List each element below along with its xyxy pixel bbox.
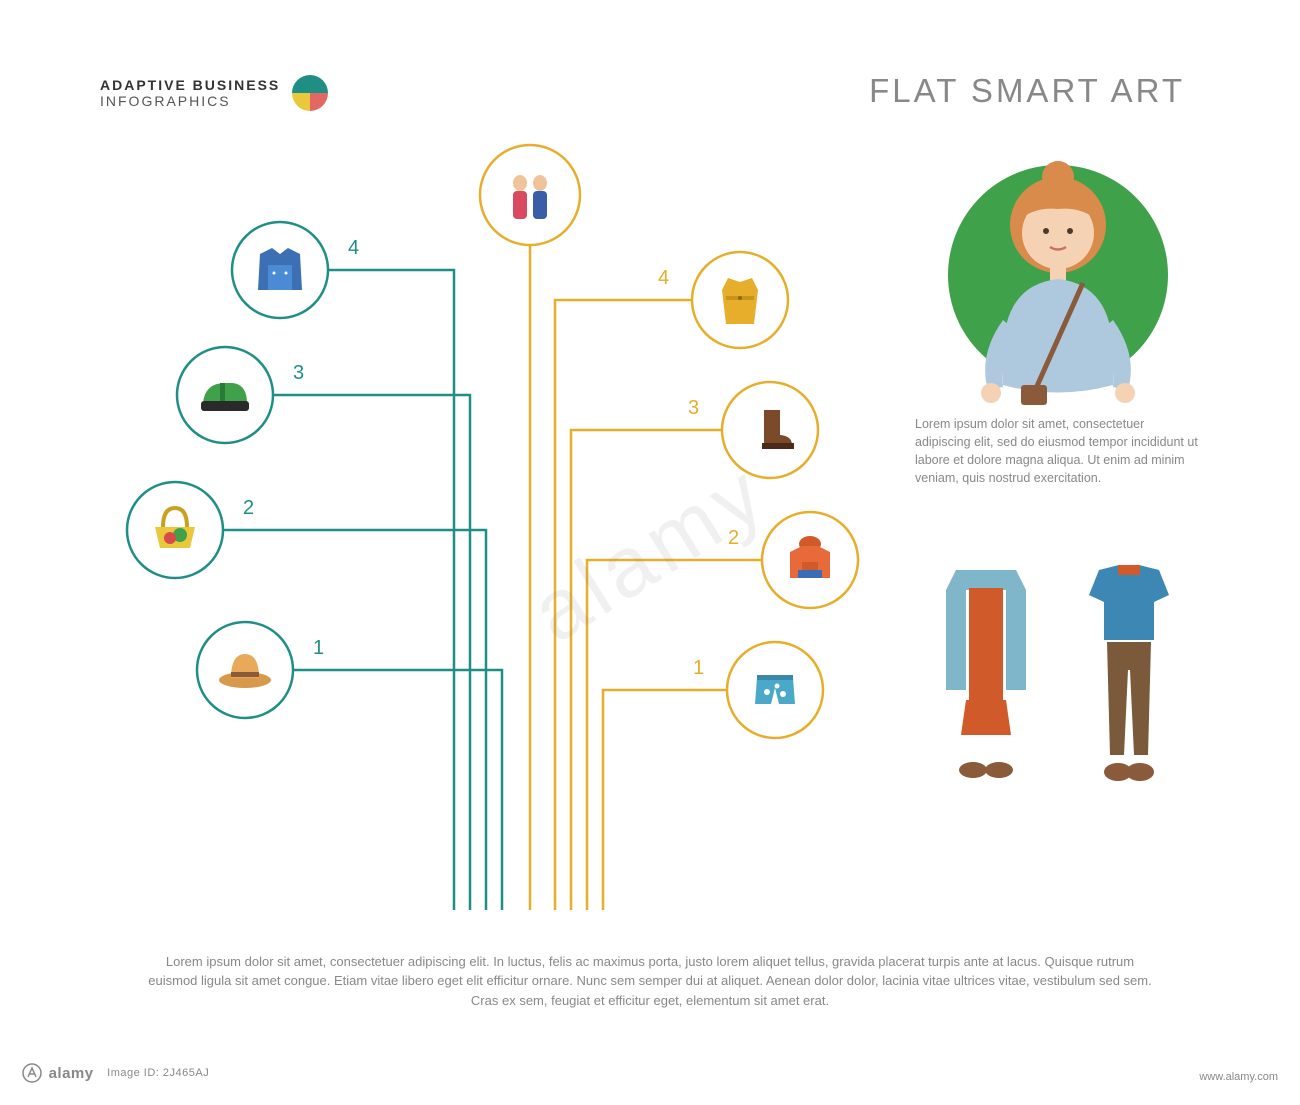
- side-paragraph: Lorem ipsum dolor sit amet, consectetuer…: [915, 415, 1200, 488]
- right-label-2: 2: [728, 527, 739, 549]
- watermark-bottom-right: www.alamy.com: [1199, 1071, 1278, 1083]
- left-node-2: [127, 482, 223, 578]
- watermark-bottom-left: alamy Image ID: 2J465AJ: [22, 1063, 209, 1083]
- left-node-1: [197, 622, 293, 718]
- outfit-right-icon: [1074, 560, 1184, 790]
- alamy-logo-icon: [22, 1063, 42, 1083]
- right-node-4: [692, 252, 788, 348]
- left-label-3: 3: [293, 362, 304, 384]
- left-node-3: [177, 347, 273, 443]
- avatar-icon: [933, 155, 1183, 415]
- right-label-3: 3: [688, 397, 699, 419]
- footer-paragraph: Lorem ipsum dolor sit amet, consectetuer…: [140, 952, 1160, 1011]
- left-label-1: 1: [313, 637, 324, 659]
- left-node-4: [232, 222, 328, 318]
- left-label-2: 2: [243, 497, 254, 519]
- right-node-2: [762, 512, 858, 608]
- root-node: [480, 145, 580, 245]
- outfit-panel: [915, 560, 1200, 790]
- right-label-4: 4: [658, 267, 669, 289]
- avatar-panel: Lorem ipsum dolor sit amet, consectetuer…: [915, 165, 1200, 488]
- right-label-1: 1: [693, 657, 704, 679]
- outfit-left-icon: [931, 560, 1041, 790]
- right-node-3: [722, 382, 818, 478]
- left-label-4: 4: [348, 237, 359, 259]
- watermark-bl-text: alamy: [49, 1065, 94, 1082]
- watermark-image-id: Image ID: 2J465AJ: [107, 1067, 209, 1079]
- right-node-1: [727, 642, 823, 738]
- avatar-circle: [948, 165, 1168, 385]
